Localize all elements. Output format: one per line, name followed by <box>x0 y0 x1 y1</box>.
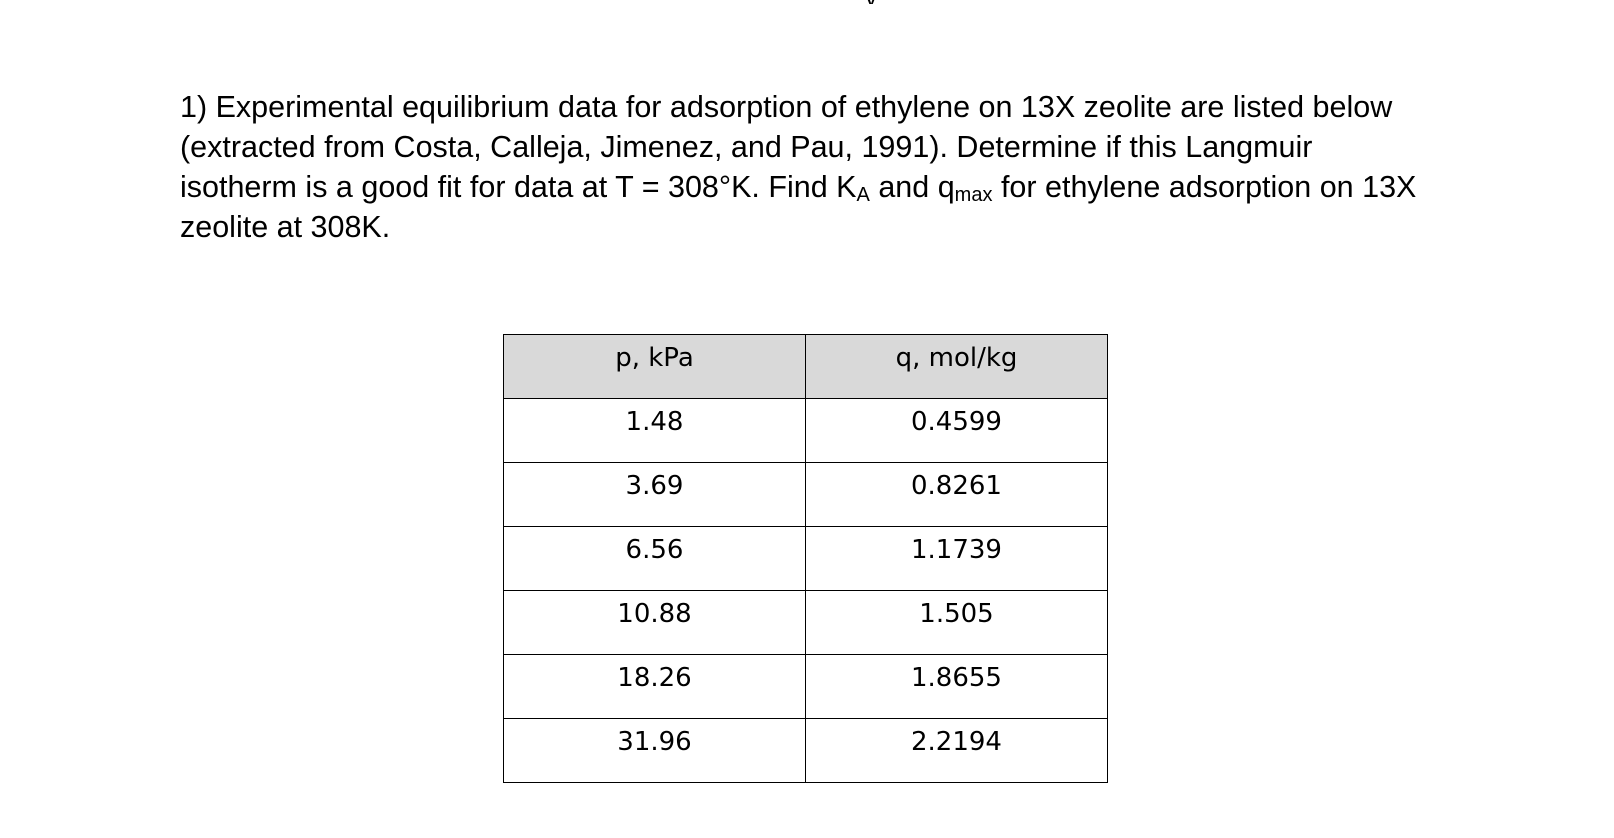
header-loading: q, mol/kg <box>805 334 1108 399</box>
cell-loading: 1.8655 <box>805 654 1108 719</box>
table-row: 31.96 2.2194 <box>503 718 1108 783</box>
cell-pressure: 18.26 <box>503 654 806 719</box>
table-row: 6.56 1.1739 <box>503 526 1108 591</box>
cell-loading: 0.8261 <box>805 462 1108 527</box>
table-row: 1.48 0.4599 <box>503 398 1108 463</box>
data-table: p, kPa q, mol/kg 1.48 0.4599 3.69 0.8261… <box>503 334 1108 783</box>
problem-text-part2: and q <box>869 170 955 204</box>
cropped-text-fragment: y <box>865 0 875 4</box>
table-row: 10.88 1.505 <box>503 590 1108 655</box>
cell-pressure: 3.69 <box>503 462 806 527</box>
cell-pressure: 31.96 <box>503 718 806 783</box>
cell-loading: 2.2194 <box>805 718 1108 783</box>
qmax-subscript: max <box>954 184 993 206</box>
cell-pressure: 1.48 <box>503 398 806 463</box>
cell-loading: 0.4599 <box>805 398 1108 463</box>
cell-pressure: 10.88 <box>503 590 806 655</box>
problem-text-part1: 1) Experimental equilibrium data for ads… <box>180 90 1393 204</box>
cell-loading: 1.505 <box>805 590 1108 655</box>
cell-loading: 1.1739 <box>805 526 1108 591</box>
problem-text-part3: for ethylene adsorption on 13X zeolite a… <box>180 170 1417 244</box>
table-row: 18.26 1.8655 <box>503 654 1108 719</box>
cell-pressure: 6.56 <box>503 526 806 591</box>
ka-subscript: A <box>856 184 870 206</box>
table-header-row: p, kPa q, mol/kg <box>503 334 1108 399</box>
problem-statement: 1) Experimental equilibrium data for ads… <box>180 87 1420 247</box>
table-row: 3.69 0.8261 <box>503 462 1108 527</box>
header-pressure: p, kPa <box>503 334 806 399</box>
